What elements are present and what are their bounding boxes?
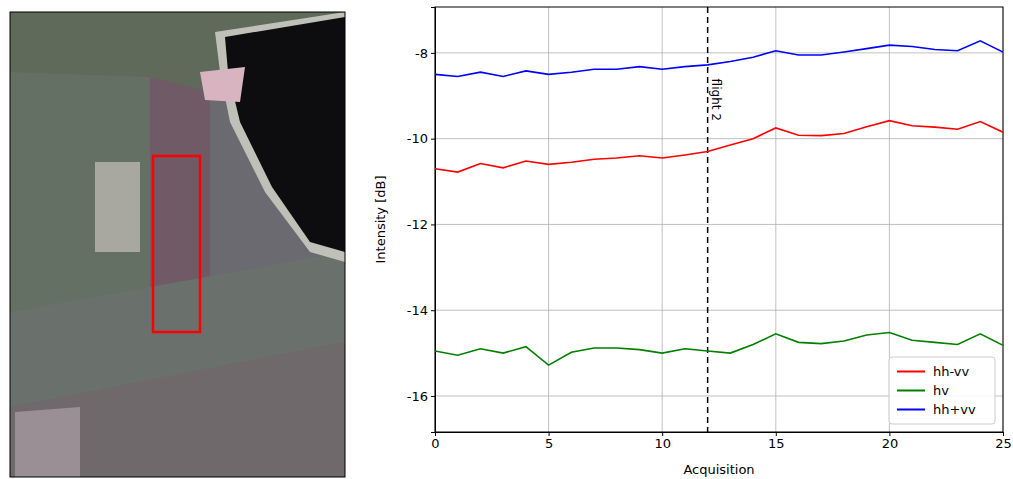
tick: -16: [407, 389, 435, 404]
tick: 20: [882, 432, 899, 451]
tick-mark: [431, 310, 435, 311]
grid-line-y: [435, 310, 1003, 311]
tick-mark: [431, 396, 435, 397]
tick: 15: [768, 432, 785, 451]
sar-image: [10, 12, 345, 477]
image-frame: [10, 12, 345, 477]
tick-label: -16: [407, 389, 428, 404]
tick-label: -8: [415, 46, 428, 61]
legend-box: [889, 357, 995, 424]
annotation-label: flight 2: [709, 79, 723, 121]
tick: -10: [407, 131, 435, 146]
grid-line-y: [435, 138, 1003, 139]
tick: 25: [995, 432, 1012, 451]
y-axis-title: Intensity [dB]: [373, 175, 388, 263]
annotation-line: [707, 7, 709, 432]
field-left: [10, 72, 150, 312]
chart: 0 5 10 15 20 25 -16 -14 -12 -10 -8 Acquisition Inten…: [373, 7, 1012, 477]
y-axis: -16 -14 -12 -10 -8: [407, 8, 436, 433]
selection-box: [153, 156, 200, 332]
bright-spot: [200, 67, 245, 102]
lake: [225, 17, 345, 252]
canvas: 0 5 10 15 20 25 -16 -14 -12 -10 -8 Acquisition Inten…: [0, 0, 1013, 479]
legend-label: hv: [933, 383, 949, 398]
legend-swatch: [897, 409, 925, 411]
image-ground: [10, 12, 345, 477]
tick-label: 20: [882, 436, 899, 451]
tick-label: -14: [407, 303, 428, 318]
field-bottom: [10, 342, 345, 477]
tick: -14: [407, 303, 435, 318]
grid-line-x: [775, 7, 776, 432]
legend: hh-vv hv hh+vv: [889, 357, 995, 424]
tick: 10: [654, 432, 671, 451]
grid-line-y: [435, 52, 1003, 53]
legend-swatch: [897, 390, 925, 392]
farm-buildings: [95, 162, 140, 252]
tick: -8: [415, 46, 435, 61]
x-axis-title: Acquisition: [683, 462, 754, 477]
axis-line: [436, 433, 1004, 437]
tick-mark: [431, 224, 435, 225]
tick: -12: [407, 217, 435, 232]
tick-label: -10: [407, 131, 428, 146]
tick-label: 0: [431, 436, 439, 451]
tick-label: 15: [768, 436, 785, 451]
grid-line-y: [435, 224, 1003, 225]
series-line: [435, 41, 1003, 77]
grid-line-x: [662, 7, 663, 432]
grid-line-x: [548, 7, 549, 432]
tick: 0: [431, 432, 439, 451]
tick: 5: [545, 432, 553, 451]
tick-label: 10: [654, 436, 671, 451]
legend-label: hh-vv: [933, 364, 970, 379]
tick-mark: [431, 53, 435, 54]
tick-label: -12: [407, 217, 428, 232]
plot-frame: [435, 7, 1003, 432]
village: [15, 407, 80, 477]
tick-label: 5: [545, 436, 553, 451]
x-axis: 0 5 10 15 20 25: [431, 432, 1011, 451]
grid: [435, 7, 1003, 432]
series-line: [435, 121, 1003, 172]
tick-label: 25: [995, 436, 1012, 451]
shore: [215, 12, 345, 262]
legend-swatch: [897, 371, 925, 373]
legend-label: hh+vv: [933, 402, 976, 417]
tick-mark: [431, 139, 435, 140]
plot-marks: [435, 7, 1003, 432]
